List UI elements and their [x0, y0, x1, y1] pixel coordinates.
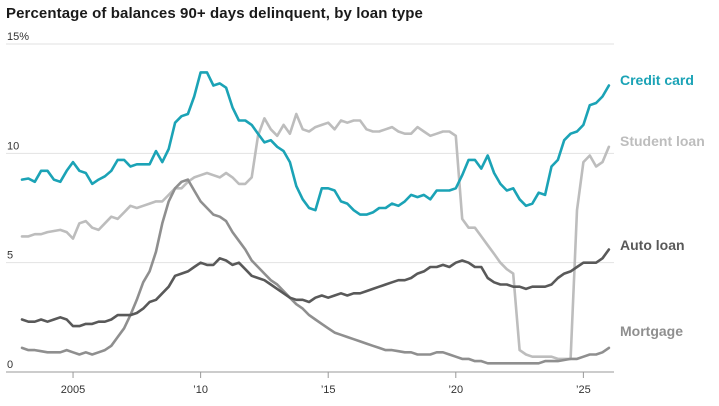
- y-tick-label: 15%: [7, 31, 29, 43]
- y-tick-label: 10: [7, 140, 19, 152]
- chart-title: Percentage of balances 90+ days delinque…: [6, 5, 423, 22]
- series-label-mortgage: Mortgage: [620, 323, 683, 339]
- series-line-credit-card: [20, 71, 611, 216]
- x-tick-label: ’25: [576, 384, 591, 396]
- series-label-student-loan: Student loan: [620, 133, 705, 149]
- series-label-auto-loan: Auto loan: [620, 237, 685, 253]
- series-label-credit-card: Credit card: [620, 72, 694, 88]
- x-tick-label: ’15: [321, 384, 336, 396]
- x-tick-label: ’20: [448, 384, 463, 396]
- series-line-mortgage: [20, 178, 611, 365]
- y-tick-label: 0: [7, 359, 13, 371]
- y-tick-label: 5: [7, 250, 13, 262]
- x-tick-label: 2005: [61, 384, 85, 396]
- series-line-auto-loan: [20, 248, 611, 328]
- series-line-student-loan: [20, 112, 611, 361]
- x-tick-label: ’10: [193, 384, 208, 396]
